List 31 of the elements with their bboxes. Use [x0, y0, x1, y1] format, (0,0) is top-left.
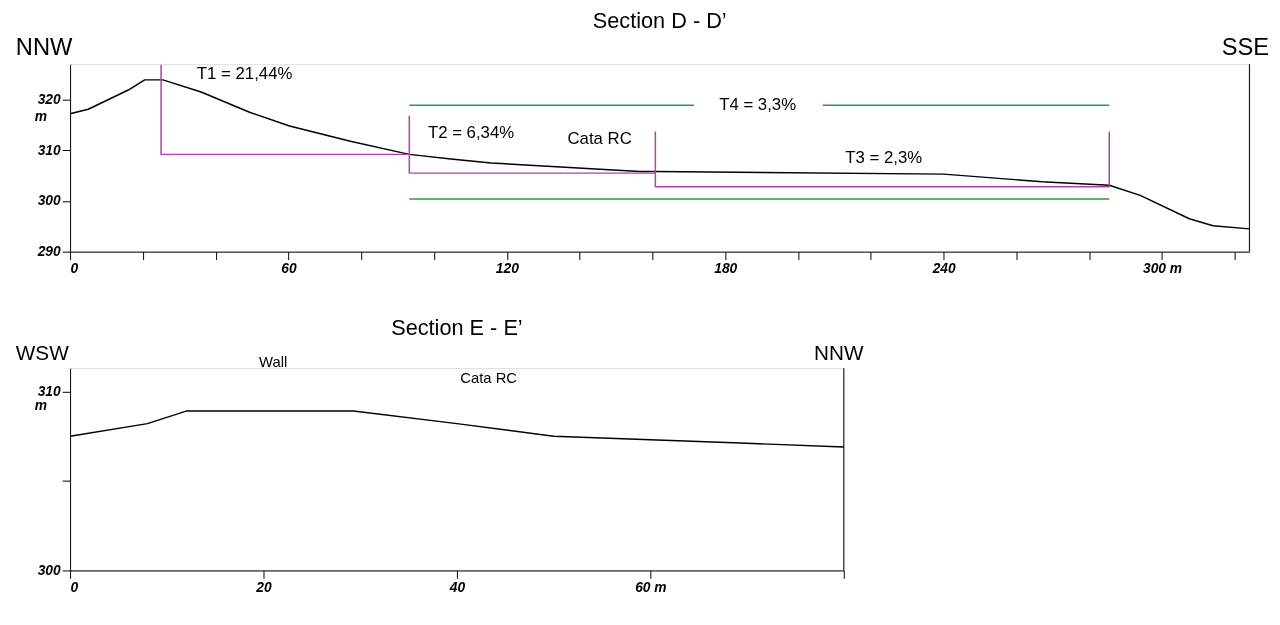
chart-title: Section D - D’	[592, 7, 727, 33]
y-axis-title: m	[34, 397, 48, 414]
y-tick-label: 310	[37, 382, 62, 399]
annotation: T2 = 6,34%	[427, 123, 515, 143]
x-tick-label: 60	[281, 259, 297, 276]
text: NNW	[814, 341, 864, 365]
y-tick-label: 300	[37, 192, 62, 209]
x-tick-label: 40	[448, 578, 466, 595]
x-tick-label: 0	[70, 259, 79, 276]
annotation: T3 = 2,3%	[845, 147, 923, 167]
annotation: T1 = 21,44%	[196, 64, 293, 84]
y-axis-title: m	[34, 107, 48, 124]
text: WSW	[15, 341, 70, 365]
x-tick-label: 240	[931, 259, 956, 276]
text: NNW	[15, 34, 73, 61]
annotation: Cata RC	[460, 370, 518, 387]
annotation: Wall	[259, 353, 288, 370]
x-tick-label: 20	[255, 578, 272, 595]
x-tick-label: 120	[495, 259, 520, 276]
chart-title: Section E - E’	[391, 314, 523, 340]
annotation: Cata RC	[567, 129, 632, 149]
annotation: T4 = 3,3%	[719, 95, 797, 115]
y-tick-label: 320	[37, 91, 62, 108]
y-tick-label: 290	[36, 243, 62, 260]
x-tick-label: 180	[714, 259, 738, 276]
y-tick-label: 300	[37, 561, 62, 578]
x-tick-label: 60 m	[635, 578, 667, 595]
x-tick-label: 300 m	[1142, 259, 1183, 276]
text: SSE	[1221, 34, 1270, 61]
y-tick-label: 310	[37, 141, 62, 158]
x-tick-label: 0	[70, 578, 79, 595]
